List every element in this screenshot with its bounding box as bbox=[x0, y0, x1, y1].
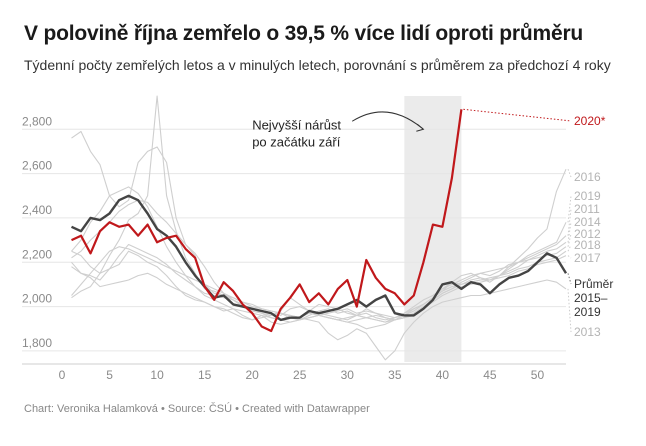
annotation-arrowhead bbox=[416, 123, 425, 132]
label-leader bbox=[567, 208, 572, 236]
x-tick-label: 50 bbox=[531, 368, 545, 382]
series-labels: 2020*2016201920112014201220182017Průměr2… bbox=[463, 108, 613, 339]
series-label: 2013 bbox=[574, 325, 601, 339]
annotation-text: Nejvyšší nárůst bbox=[252, 117, 341, 132]
x-tick-label: 35 bbox=[388, 368, 402, 382]
x-tick-label: 25 bbox=[293, 368, 307, 382]
x-tick-label: 0 bbox=[59, 368, 66, 382]
series-label: 2018 bbox=[574, 238, 601, 252]
gridlines bbox=[22, 128, 566, 365]
series-line-2013 bbox=[71, 246, 567, 361]
chart-subtitle: Týdenní počty zemřelých letos a v minulý… bbox=[24, 57, 611, 73]
series-label: 2020* bbox=[574, 114, 606, 128]
x-tick-label: 20 bbox=[246, 368, 260, 382]
series-label: 2019 bbox=[574, 189, 601, 203]
series-label: Průměr bbox=[574, 277, 613, 291]
label-leader bbox=[567, 195, 572, 223]
label-leader bbox=[463, 108, 572, 122]
annotation-text: po začátku září bbox=[252, 134, 341, 149]
label-leader bbox=[567, 233, 572, 247]
series-line-2017 bbox=[71, 186, 567, 323]
average-line bbox=[70, 194, 568, 322]
x-tick-label: 5 bbox=[106, 368, 113, 382]
series-label: 2012 bbox=[574, 227, 601, 241]
label-leader bbox=[567, 273, 572, 285]
chart-footer: Chart: Veronika Halamková • Source: ČSÚ … bbox=[24, 403, 370, 415]
x-axis-ticks: 0 5 10 15 20 25 30 35 40 45 50 bbox=[59, 368, 545, 382]
series-label: 2019 bbox=[574, 305, 601, 319]
series-line-2011 bbox=[71, 95, 567, 323]
y-tick-label: 2,000 bbox=[22, 292, 52, 306]
x-tick-label: 40 bbox=[436, 368, 450, 382]
chart-title: V polovině října zemřelo o 39,5 % více l… bbox=[24, 22, 584, 45]
y-tick-label: 2,400 bbox=[22, 203, 52, 217]
x-tick-label: 30 bbox=[341, 368, 355, 382]
average-line-layer bbox=[70, 194, 568, 322]
y-axis-ticks: 1,800 2,000 2,200 2,400 2,600 2,800 bbox=[22, 114, 52, 350]
series-line-2012 bbox=[71, 243, 567, 321]
current-year-line-layer bbox=[71, 109, 463, 333]
series-label: 2017 bbox=[574, 251, 601, 265]
series-label: 2014 bbox=[574, 215, 601, 229]
previous-years-lines bbox=[71, 95, 567, 361]
series-label: 2011 bbox=[574, 202, 600, 216]
y-tick-label: 2,800 bbox=[22, 114, 52, 128]
annotation-arrow bbox=[351, 111, 424, 130]
x-tick-label: 10 bbox=[150, 368, 164, 382]
x-tick-label: 45 bbox=[483, 368, 497, 382]
label-leader bbox=[567, 244, 572, 252]
series-line-2019 bbox=[71, 222, 567, 323]
y-tick-label: 1,800 bbox=[22, 336, 52, 350]
current-year-line bbox=[71, 109, 463, 333]
x-tick-label: 15 bbox=[198, 368, 212, 382]
series-label: 2016 bbox=[574, 170, 601, 184]
y-tick-label: 2,600 bbox=[22, 159, 52, 173]
y-tick-label: 2,200 bbox=[22, 247, 52, 261]
label-leader bbox=[567, 288, 572, 333]
label-leader bbox=[567, 255, 572, 259]
label-leader bbox=[567, 168, 572, 178]
annotation: Nejvyšší nárůst po začátku září bbox=[252, 111, 425, 149]
series-label: 2015– bbox=[574, 291, 608, 305]
